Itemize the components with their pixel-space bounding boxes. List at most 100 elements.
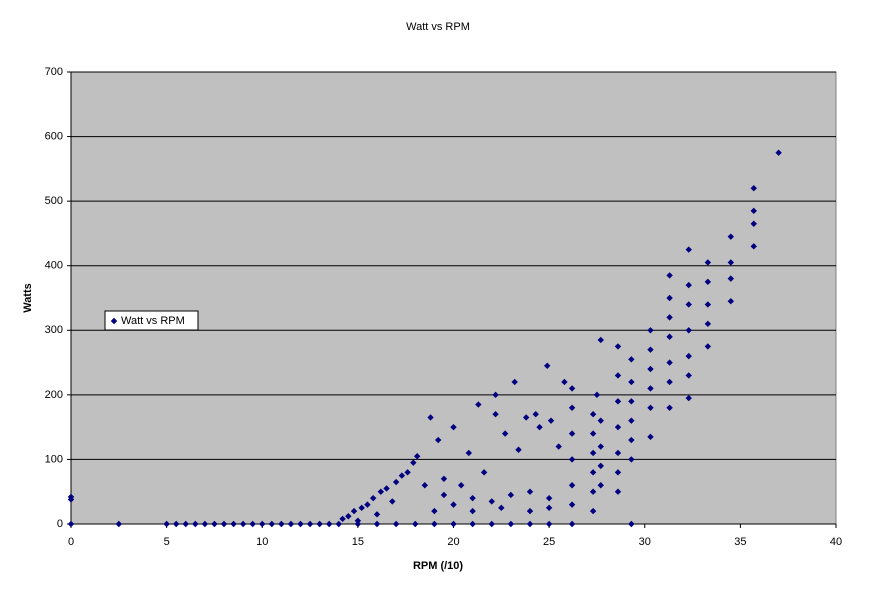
point	[335, 520, 342, 528]
point	[568, 482, 576, 489]
point	[369, 494, 377, 502]
point	[410, 459, 417, 466]
x-tick-label: 20	[447, 536, 459, 548]
point	[666, 314, 673, 321]
point	[628, 356, 635, 363]
x-tick-label: 5	[164, 536, 170, 548]
point	[259, 520, 266, 528]
point	[647, 365, 654, 373]
x-tick-label: 40	[830, 536, 842, 548]
x-tick-label: 30	[639, 536, 651, 548]
point	[507, 520, 515, 528]
point	[325, 520, 333, 528]
point	[666, 378, 673, 386]
point	[614, 488, 622, 495]
point	[750, 185, 757, 192]
point	[287, 520, 295, 528]
point	[440, 491, 448, 499]
y-tick-label: 700	[45, 66, 63, 78]
point	[685, 281, 692, 289]
y-tick-label: 600	[45, 130, 63, 142]
point	[163, 520, 170, 528]
point	[450, 501, 457, 508]
point	[775, 149, 782, 156]
point	[568, 520, 576, 528]
y-tick-label: 200	[45, 389, 63, 401]
point	[526, 520, 534, 528]
y-tick-label: 400	[45, 260, 63, 272]
point	[589, 449, 597, 457]
point	[568, 456, 576, 463]
point	[373, 520, 381, 528]
point	[685, 372, 692, 379]
x-axis-label: RPM (/10)	[413, 560, 463, 572]
point	[526, 507, 534, 515]
plot-area	[70, 71, 837, 525]
point	[515, 446, 522, 453]
y-tick-label: 0	[57, 518, 63, 530]
point	[492, 411, 499, 418]
point	[704, 343, 712, 350]
point	[536, 423, 543, 431]
point	[383, 485, 390, 492]
point	[392, 520, 400, 528]
point	[389, 498, 396, 505]
point	[589, 488, 597, 495]
point	[727, 275, 735, 282]
point	[727, 259, 735, 266]
point	[666, 404, 673, 411]
point	[469, 507, 476, 515]
point	[354, 520, 362, 528]
point	[412, 520, 419, 528]
point	[614, 343, 622, 350]
point	[666, 359, 673, 366]
point	[597, 443, 604, 450]
point	[498, 504, 505, 512]
point	[727, 233, 735, 240]
x-tick-label: 15	[352, 536, 364, 548]
point	[647, 346, 654, 353]
point	[614, 423, 622, 431]
point	[561, 378, 568, 386]
legend-label: Watt vs RPM	[121, 315, 185, 327]
point	[647, 404, 654, 411]
point	[511, 378, 518, 386]
point	[750, 243, 757, 250]
point	[544, 362, 551, 369]
point	[469, 520, 476, 528]
point	[421, 482, 429, 489]
point	[589, 469, 597, 476]
point	[666, 333, 673, 340]
point	[172, 520, 180, 528]
point	[431, 507, 438, 515]
point	[628, 436, 635, 444]
point	[501, 430, 509, 437]
point	[589, 507, 597, 515]
point	[354, 517, 362, 524]
chart-title: Watt vs RPM	[406, 21, 470, 33]
point	[488, 498, 495, 505]
point	[666, 272, 673, 279]
point	[685, 394, 692, 402]
point	[201, 520, 209, 528]
point	[545, 504, 553, 512]
point	[628, 456, 635, 463]
point	[685, 352, 692, 360]
point	[404, 469, 411, 476]
point	[492, 391, 499, 399]
point	[469, 494, 476, 502]
point	[316, 520, 323, 528]
point	[278, 520, 285, 528]
x-tick-label: 10	[256, 536, 268, 548]
point	[685, 301, 692, 308]
point	[597, 482, 604, 489]
point	[440, 475, 448, 482]
y-tick-label: 100	[45, 453, 63, 465]
point	[465, 449, 472, 457]
point	[435, 436, 442, 444]
point	[614, 449, 622, 457]
point	[614, 372, 622, 379]
point	[268, 520, 276, 528]
point	[685, 246, 692, 253]
point	[704, 259, 712, 266]
